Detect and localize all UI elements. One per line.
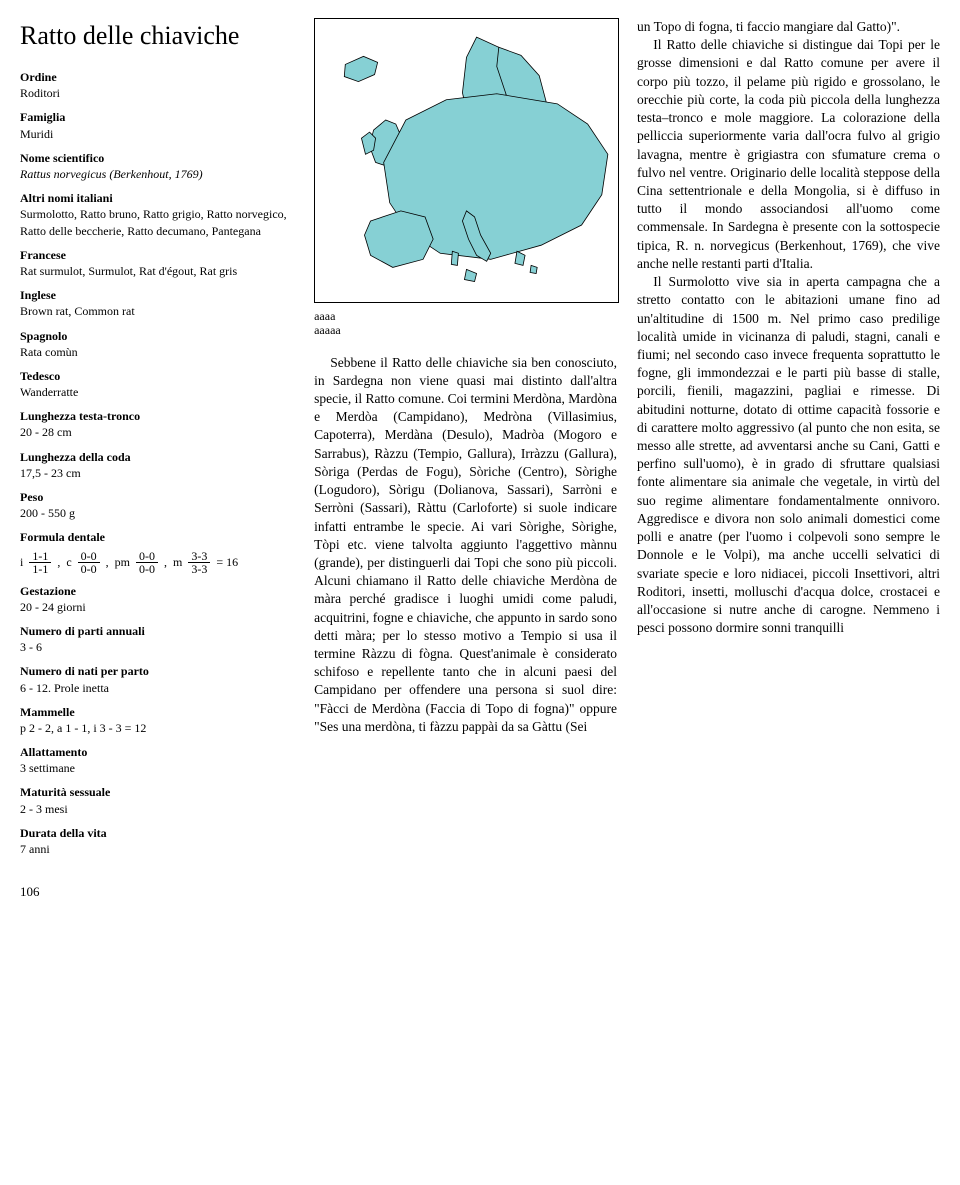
europe-map-svg (314, 18, 619, 303)
tax-value: Surmolotto, Ratto bruno, Ratto grigio, R… (20, 206, 294, 238)
tax-label: Allattamento (20, 744, 294, 760)
tax-value: 2 - 3 mesi (20, 801, 294, 817)
tax-value: Wanderratte (20, 384, 294, 400)
tax-label: Ordine (20, 69, 294, 85)
tax-label: Nome scientifico (20, 150, 294, 166)
tax-value: Brown rat, Common rat (20, 303, 294, 319)
tax-value: Muridi (20, 126, 294, 142)
tax-label: Mammelle (20, 704, 294, 720)
body-text-middle: Sebbene il Ratto delle chiaviche sia ben… (314, 354, 617, 737)
tax-value: Rat surmulot, Surmulot, Rat d'égout, Rat… (20, 263, 294, 279)
tax-value: Rata comùn (20, 344, 294, 360)
tax-label: Peso (20, 489, 294, 505)
tax-value: 6 - 12. Prole inetta (20, 680, 294, 696)
tax-label: Altri nomi italiani (20, 190, 294, 206)
right-column: un Topo di fogna, ti faccio mangiare dal… (637, 18, 940, 859)
tax-value: Rattus norvegicus (Berkenhout, 1769) (20, 166, 294, 182)
tax-value: 7 anni (20, 841, 294, 857)
body-right-p3: Il Surmolotto vive sia in aperta campagn… (637, 273, 940, 637)
tax-value: 17,5 - 23 cm (20, 465, 294, 481)
tax-label: Lunghezza della coda (20, 449, 294, 465)
body-mid-p1: Sebbene il Ratto delle chiaviche sia ben… (314, 354, 617, 737)
tax-label: Numero di parti annuali (20, 623, 294, 639)
tax-value: 20 - 28 cm (20, 424, 294, 440)
page-number: 106 (20, 883, 940, 901)
tax-label: Durata della vita (20, 825, 294, 841)
tax-label: Famiglia (20, 109, 294, 125)
tax-label: Formula dentale (20, 529, 294, 545)
body-right-cont: un Topo di fogna, ti faccio mangiare dal… (637, 18, 940, 36)
tax-value: 3 settimane (20, 760, 294, 776)
middle-column: aaaa aaaaa Sebbene il Ratto delle chiavi… (314, 18, 617, 859)
tax-label: Lunghezza testa-tronco (20, 408, 294, 424)
tax-label: Maturità sessuale (20, 784, 294, 800)
tax-value: p 2 - 2, a 1 - 1, i 3 - 3 = 12 (20, 720, 294, 736)
caption-line-2: aaaaa (314, 323, 617, 337)
taxonomy-block: OrdineRoditori FamigliaMuridi Nome scienti… (20, 69, 294, 857)
tax-label: Tedesco (20, 368, 294, 384)
tax-value: 3 - 6 (20, 639, 294, 655)
distribution-map (314, 18, 617, 303)
tax-label: Francese (20, 247, 294, 263)
dental-formula: i1-11-1,c0-00-0,pm0-00-0,m3-33-3 = 16 (20, 550, 294, 575)
page-layout: Ratto delle chiaviche OrdineRoditori Fami… (20, 18, 940, 859)
species-title: Ratto delle chiaviche (20, 18, 294, 53)
tax-label: Numero di nati per parto (20, 663, 294, 679)
map-caption: aaaa aaaaa (314, 309, 617, 338)
body-text-right: un Topo di fogna, ti faccio mangiare dal… (637, 18, 940, 637)
tax-value: 20 - 24 giorni (20, 599, 294, 615)
tax-value: 200 - 550 g (20, 505, 294, 521)
left-column: Ratto delle chiaviche OrdineRoditori Fami… (20, 18, 294, 859)
caption-line-1: aaaa (314, 309, 617, 323)
tax-value: Roditori (20, 85, 294, 101)
tax-label: Gestazione (20, 583, 294, 599)
tax-label: Spagnolo (20, 328, 294, 344)
tax-label: Inglese (20, 287, 294, 303)
body-right-p2: Il Ratto delle chiaviche si distingue da… (637, 36, 940, 273)
